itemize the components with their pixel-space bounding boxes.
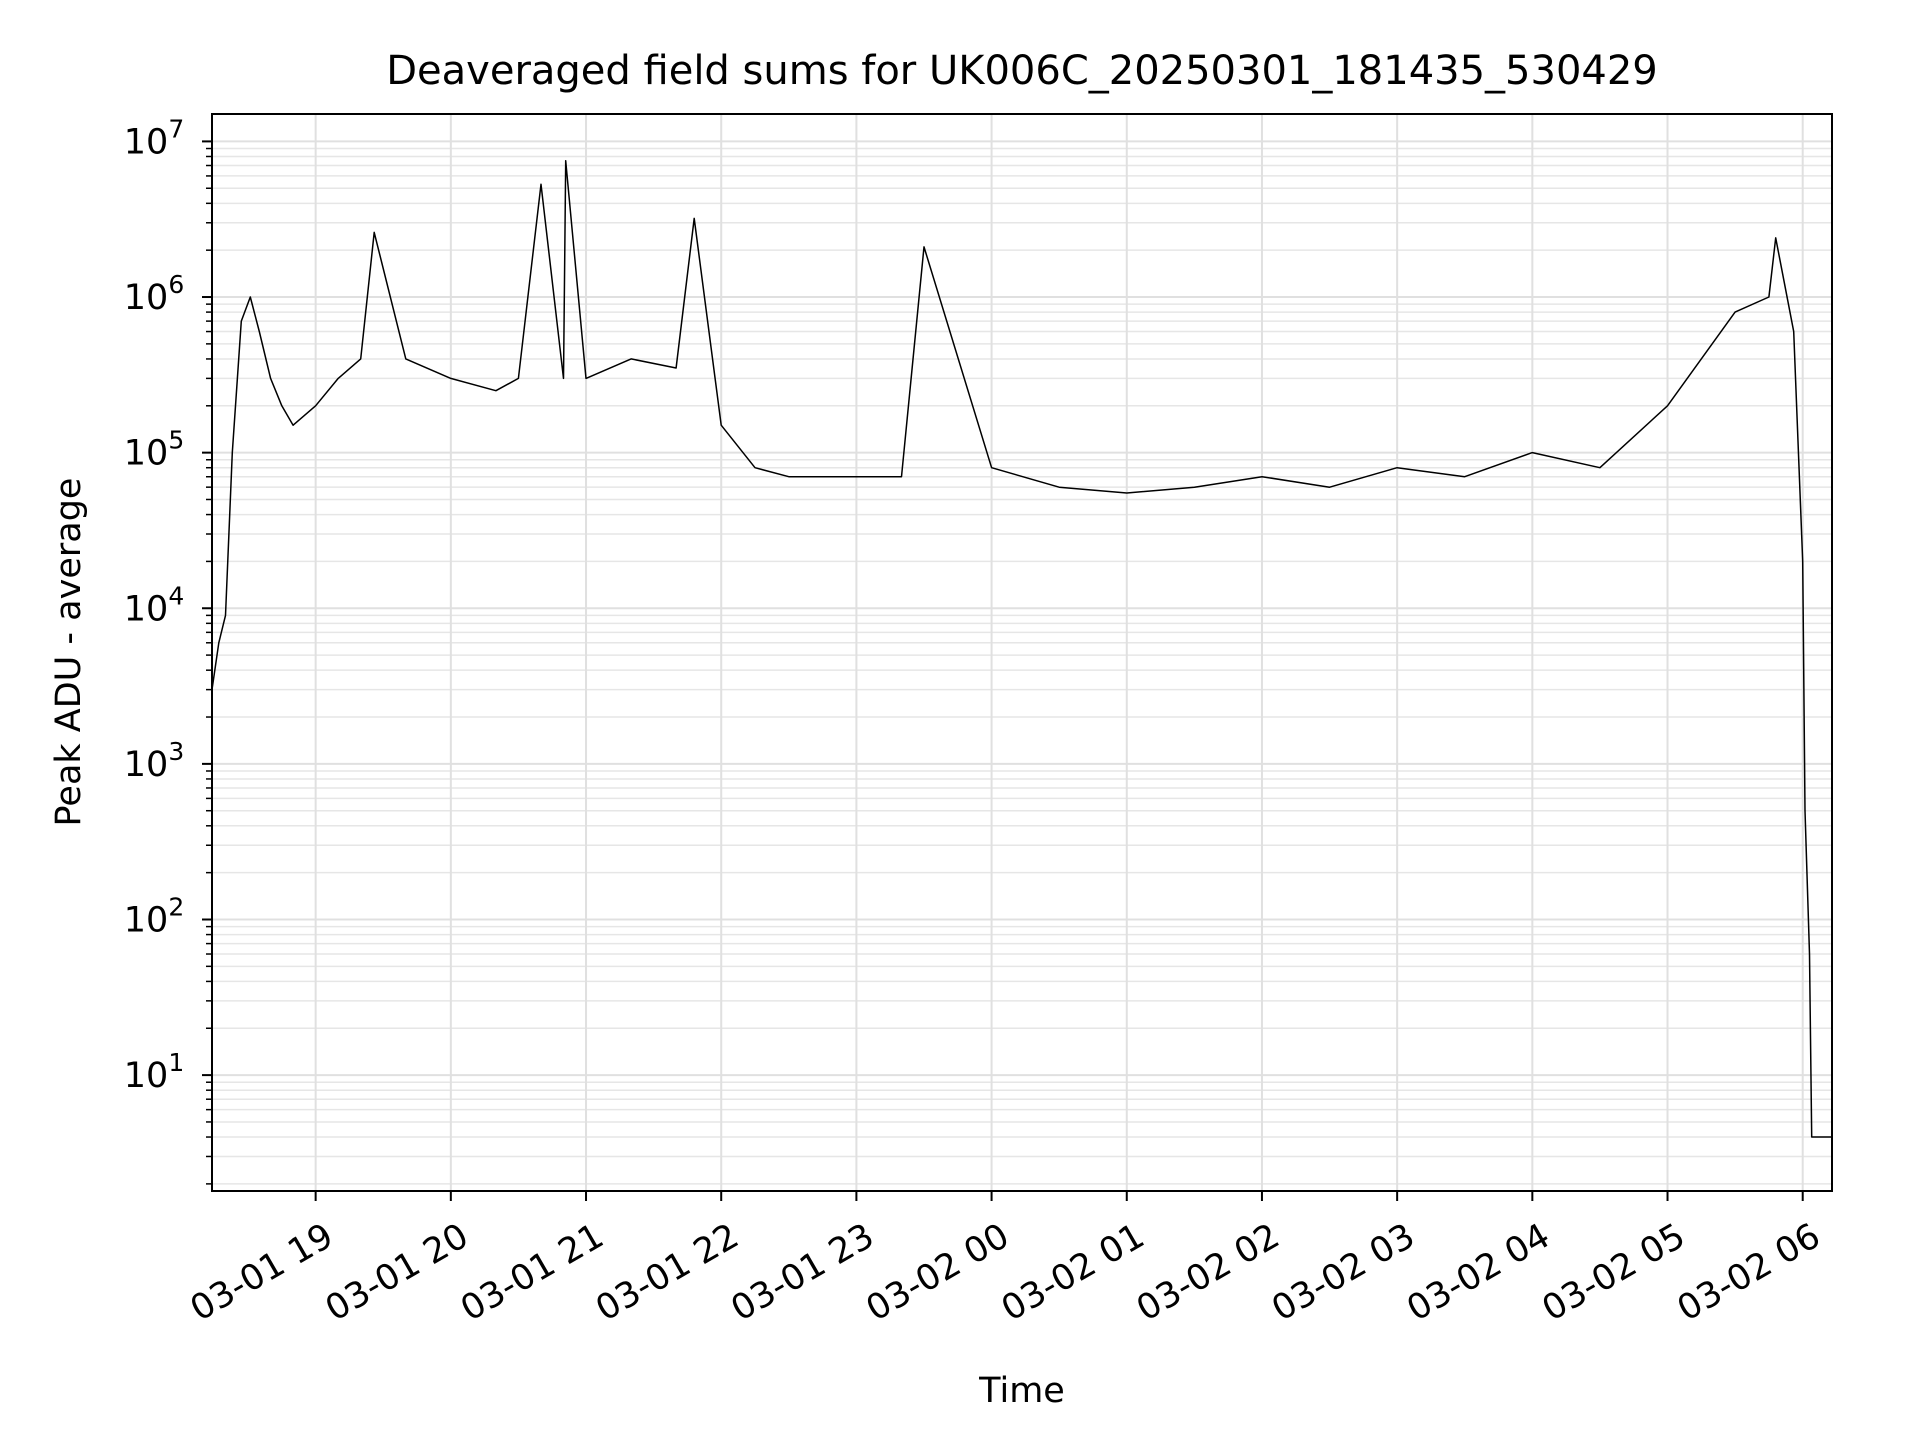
y-tick-label: 102 xyxy=(124,892,184,940)
chart-title: Deaveraged field sums for UK006C_2025030… xyxy=(386,48,1657,94)
y-tick-label: 107 xyxy=(124,114,184,162)
y-axis-title: Peak ADU - average xyxy=(49,478,89,827)
series-line xyxy=(211,160,1832,1138)
y-axis: 101 102 103 104 105 106 107 xyxy=(124,114,212,1185)
x-axis-title: Time xyxy=(978,1371,1065,1411)
y-tick-label: 105 xyxy=(124,426,184,474)
y-tick-label: 104 xyxy=(124,581,184,629)
y-tick-label: 103 xyxy=(124,737,184,785)
minor-gridlines xyxy=(212,147,1832,1185)
y-tick-label: 106 xyxy=(124,270,184,318)
y-tick-label: 101 xyxy=(124,1048,184,1096)
major-gridlines xyxy=(212,114,1832,1191)
plot-area xyxy=(211,160,1832,1138)
plot-frame xyxy=(211,113,1833,1192)
